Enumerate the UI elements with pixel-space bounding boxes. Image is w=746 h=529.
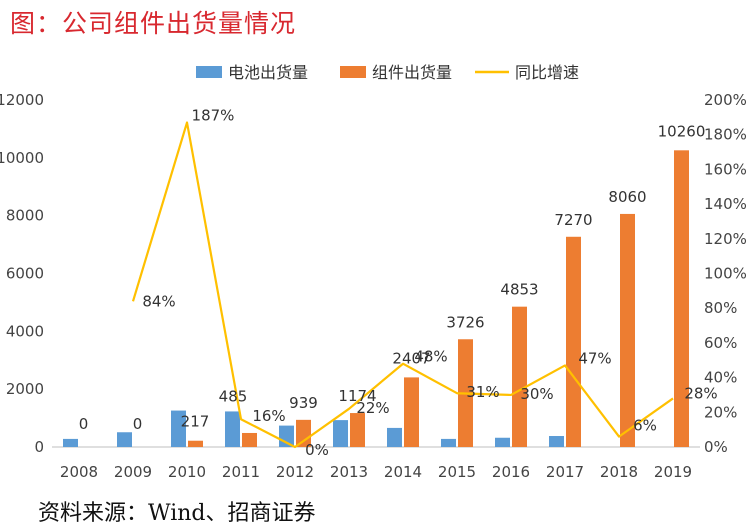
bar-module-shipment [404, 377, 419, 447]
x-tick-label: 2013 [330, 463, 368, 481]
y-right-tick-label: 120% [704, 230, 746, 248]
x-tick-label: 2008 [60, 463, 98, 481]
x-tick-label: 2011 [222, 463, 260, 481]
line-data-label: 16% [252, 407, 285, 425]
bar-module-shipment [620, 213, 635, 447]
x-tick-label: 2012 [276, 463, 314, 481]
y-left-tick-label: 12000 [0, 91, 44, 109]
source-note: 资料来源：Wind、招商证券 [38, 501, 316, 526]
line-data-label: 30% [520, 385, 553, 403]
y-left-tick-label: 4000 [6, 322, 44, 340]
line-data-label: 22% [356, 399, 389, 417]
bar-data-label: 2407 [392, 349, 430, 367]
bar-module-shipment [242, 432, 257, 447]
bar-module-shipment [350, 413, 365, 447]
y-right-tick-label: 160% [704, 160, 746, 178]
y-right-tick-label: 40% [704, 369, 737, 387]
y-left-tick-label: 2000 [6, 380, 44, 398]
x-tick-label: 2009 [114, 463, 152, 481]
line-data-label: 84% [142, 292, 175, 310]
bar-cell-shipment [495, 437, 510, 447]
y-right-tick-label: 200% [704, 91, 746, 109]
line-data-label: 28% [684, 384, 717, 402]
bar-cell-shipment [171, 410, 186, 447]
bar-data-label: 7270 [554, 211, 592, 229]
line-data-label: 187% [192, 107, 235, 125]
x-tick-label: 2010 [168, 463, 206, 481]
x-tick-label: 2016 [492, 463, 530, 481]
line-data-label: 48% [414, 348, 447, 366]
line-data-label: 6% [633, 417, 657, 435]
y-left-tick-label: 10000 [0, 149, 44, 167]
bar-module-shipment [512, 306, 527, 447]
x-tick-label: 2014 [384, 463, 422, 481]
x-tick-label: 2019 [654, 463, 692, 481]
bar-data-label: 8060 [608, 188, 646, 206]
y-left-tick-label: 0 [34, 438, 44, 456]
bar-data-label: 10260 [658, 122, 706, 140]
line-data-label: 0% [305, 441, 329, 459]
y-left-tick-label: 8000 [6, 207, 44, 225]
y-right-tick-label: 180% [704, 126, 746, 144]
bar-data-label: 3726 [446, 313, 484, 331]
x-tick-label: 2017 [546, 463, 584, 481]
bar-module-shipment [674, 150, 689, 447]
bar-data-label: 0 [133, 415, 143, 433]
bar-module-shipment [296, 419, 311, 447]
bar-data-label: 4853 [500, 281, 538, 299]
bar-cell-shipment [441, 438, 456, 447]
bar-module-shipment [188, 440, 203, 447]
line-data-label: 31% [466, 383, 499, 401]
chart-title: 图：公司组件出货量情况 [10, 9, 297, 38]
bar-module-shipment [566, 236, 581, 447]
bar-data-label: 485 [219, 387, 248, 405]
legend-swatch [196, 66, 222, 78]
bar-cell-shipment [117, 432, 132, 447]
y-right-tick-label: 140% [704, 195, 746, 213]
legend-label: 组件出货量 [372, 63, 452, 82]
bar-data-label: 217 [181, 413, 210, 431]
bar-data-label: 939 [289, 394, 318, 412]
legend-swatch [340, 66, 366, 78]
line-data-label: 47% [578, 349, 611, 367]
legend-label: 同比增速 [515, 63, 579, 82]
y-right-tick-label: 60% [704, 334, 737, 352]
legend-label: 电池出货量 [228, 63, 308, 82]
bar-cell-shipment [63, 438, 78, 447]
x-tick-label: 2015 [438, 463, 476, 481]
y-right-tick-label: 0% [704, 438, 728, 456]
y-right-tick-label: 80% [704, 299, 737, 317]
bar-cell-shipment [333, 420, 348, 447]
bar-cell-shipment [549, 436, 564, 447]
bar-data-label: 1174 [338, 387, 376, 405]
growth-rate-line [131, 121, 674, 449]
bar-cell-shipment [225, 411, 240, 447]
y-right-tick-label: 100% [704, 265, 746, 283]
bar-data-label: 0 [79, 415, 89, 433]
y-right-tick-label: 20% [704, 403, 737, 421]
bar-cell-shipment [387, 427, 402, 447]
x-tick-label: 2018 [600, 463, 638, 481]
y-left-tick-label: 6000 [6, 265, 44, 283]
